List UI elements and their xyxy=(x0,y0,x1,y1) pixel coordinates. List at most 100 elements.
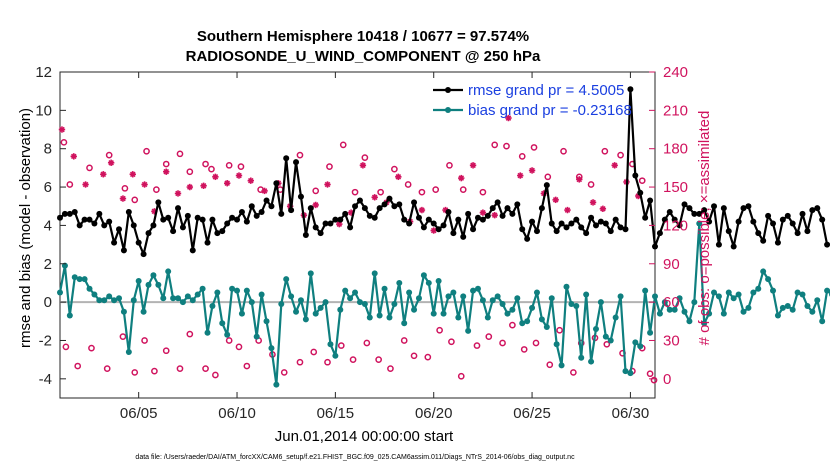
rmse-point xyxy=(165,214,172,221)
rmse-point xyxy=(140,251,147,258)
bias-point xyxy=(484,314,491,321)
obs-possible-marker xyxy=(141,337,148,344)
rmse-point xyxy=(824,241,830,248)
obs-possible-marker xyxy=(202,160,209,168)
bias-point xyxy=(647,329,654,336)
rmse-point xyxy=(789,220,796,227)
bias-point xyxy=(617,293,624,300)
obs-assimilated-stroke xyxy=(70,153,77,160)
obs-assimilated-stroke xyxy=(529,167,535,174)
bias-point xyxy=(214,289,221,296)
obs-assimilated-marker xyxy=(223,180,231,187)
obs-possible-marker xyxy=(509,321,516,329)
bias-point xyxy=(263,318,270,325)
obs-possible-marker xyxy=(186,330,194,338)
obs-possible-marker xyxy=(650,376,658,384)
bias-point xyxy=(111,297,118,304)
bias-point xyxy=(371,270,378,277)
rmse-point xyxy=(474,214,481,221)
rmse-point xyxy=(332,216,339,223)
bias-point xyxy=(297,297,304,304)
rmse-point xyxy=(268,203,275,210)
obs-possible-marker xyxy=(151,367,158,375)
rmse-point xyxy=(484,212,491,219)
bias-point xyxy=(175,295,182,302)
bias-point xyxy=(765,276,772,283)
obs-assimilated-stroke xyxy=(247,177,254,184)
rmse-point xyxy=(701,207,708,214)
rmse-point xyxy=(514,201,521,208)
obs-possible-marker xyxy=(176,150,184,158)
obs-assimilated-stroke xyxy=(100,171,107,178)
rmse-point xyxy=(755,230,762,237)
bias-point xyxy=(312,310,319,317)
bias-point xyxy=(150,272,157,279)
bias-point xyxy=(411,306,418,313)
bias-point xyxy=(219,320,226,327)
bias-point xyxy=(425,279,432,286)
obs-possible-marker xyxy=(235,343,243,351)
bias-point xyxy=(799,291,806,298)
obs-possible-marker xyxy=(296,358,304,366)
obs-assimilated-stroke xyxy=(163,168,170,175)
bias-point xyxy=(573,302,580,309)
obs-possible-marker xyxy=(186,168,194,176)
bias-point xyxy=(588,358,595,365)
bias-point xyxy=(420,272,427,279)
bias-point xyxy=(229,285,236,292)
bias-point xyxy=(824,287,830,294)
obs-possible-marker xyxy=(326,163,333,170)
rmse-point xyxy=(735,218,742,225)
bias-point xyxy=(819,318,826,325)
obs-possible-marker xyxy=(532,339,540,347)
rmse-point xyxy=(248,203,255,210)
obs-possible-marker xyxy=(570,369,577,376)
rmse-point xyxy=(76,222,83,229)
rmse-point xyxy=(219,228,226,235)
obs-possible-marker xyxy=(404,181,412,188)
bias-point xyxy=(479,297,486,304)
rmse-point xyxy=(489,205,496,212)
bias-point xyxy=(553,341,560,348)
rmse-point xyxy=(61,210,68,217)
rmse-point xyxy=(347,224,354,231)
rmse-point xyxy=(819,216,826,223)
rmse-point xyxy=(686,205,693,212)
bias-point xyxy=(342,287,349,294)
obs-possible-marker xyxy=(62,343,70,351)
bias-point xyxy=(701,320,708,327)
rmse-point xyxy=(91,220,98,227)
bias-point xyxy=(381,285,388,292)
rmse-point xyxy=(194,214,201,221)
y2-axis-label: # of obs: o=possible; ×=assimilated xyxy=(696,111,713,346)
rmse-point xyxy=(401,216,408,223)
bias-point xyxy=(696,220,703,227)
rmse-point xyxy=(450,230,457,237)
obs-possible-marker xyxy=(131,196,139,204)
bias-point xyxy=(602,333,609,340)
obs-possible-marker xyxy=(544,173,552,181)
rmse-point xyxy=(519,226,526,233)
obs-assimilated-stroke xyxy=(371,194,378,201)
rmse-point xyxy=(583,230,590,237)
obs-possible-marker xyxy=(459,186,467,193)
bias-point xyxy=(234,287,241,294)
obs-possible-marker xyxy=(119,333,127,340)
y-tick-label: 2 xyxy=(44,256,52,273)
obs-assimilated-marker xyxy=(82,181,89,188)
bias-point xyxy=(779,304,786,311)
legend-label: rmse grand pr = 4.5005 xyxy=(468,82,624,99)
bias-point xyxy=(238,310,245,317)
rmse-point xyxy=(676,222,683,229)
obs-possible-marker xyxy=(66,181,74,188)
bias-point xyxy=(774,312,781,319)
bias-point xyxy=(204,329,211,336)
bias-point xyxy=(327,341,334,348)
y-axis-label: rmse and bias (model - observation) xyxy=(17,108,34,348)
rmse-point xyxy=(150,222,157,229)
bias-point xyxy=(352,289,359,296)
obs-possible-marker xyxy=(324,358,331,366)
rmse-point xyxy=(125,208,132,215)
obs-possible-marker xyxy=(243,362,251,370)
bias-point xyxy=(533,289,540,296)
